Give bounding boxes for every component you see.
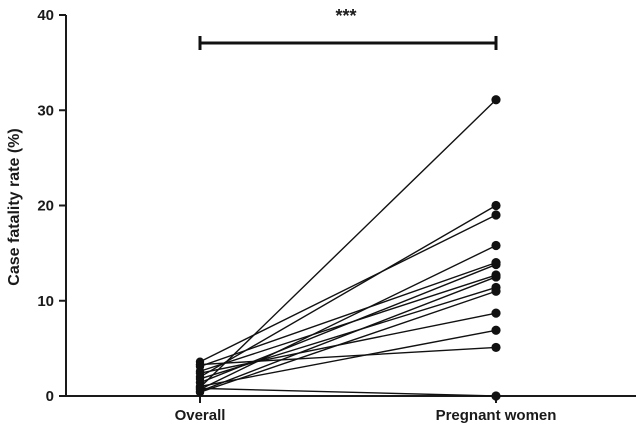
pair-line: [199, 204, 497, 378]
y-tick-label: 30: [37, 102, 54, 119]
pregnant-women-point: [491, 308, 501, 318]
significance-bracket: [198, 36, 498, 50]
y-tick-label: 0: [46, 388, 54, 405]
pair-line: [199, 99, 497, 388]
y-tick-label: 40: [37, 7, 54, 24]
pair-line: [199, 290, 497, 393]
x-axis-ticks: Overall Pregnant women: [175, 396, 557, 424]
x-tick-label: Pregnant women: [436, 407, 557, 424]
x-tick-label: Overall: [175, 407, 226, 424]
y-axis-ticks: 0 10 20 30 40: [37, 7, 66, 405]
pregnant-women-point: [491, 95, 501, 105]
overall-point: [195, 384, 205, 393]
pair-line: [199, 261, 497, 368]
pair-line: [199, 329, 497, 388]
pair-line: [199, 244, 497, 390]
pair-line: [199, 286, 497, 380]
pregnant-women-point: [491, 342, 501, 353]
pair-line: [199, 346, 497, 366]
pregnant-women-point: [491, 240, 501, 251]
pair-line: [199, 387, 497, 397]
y-tick-label: 20: [37, 198, 54, 215]
pregnant-women-point: [491, 210, 501, 220]
pregnant-women-point: [491, 272, 501, 282]
pregnant-women-point: [491, 391, 501, 401]
pair-line: [199, 276, 497, 392]
y-axis-title: Case fatality rate (%): [6, 128, 23, 285]
pair-line: [199, 274, 497, 372]
pregnant-women-point: [491, 259, 501, 270]
series-lines: [195, 95, 501, 401]
pair-line: [199, 312, 497, 374]
pregnant-women-point: [491, 286, 501, 296]
y-tick-label: 10: [37, 293, 54, 310]
overall-point: [195, 368, 205, 378]
pregnant-women-point: [491, 200, 501, 211]
pregnant-women-point: [491, 325, 501, 335]
pair-line: [199, 214, 497, 363]
overall-point: [195, 360, 205, 369]
significance-label: ***: [335, 6, 356, 26]
axes: [65, 15, 636, 397]
